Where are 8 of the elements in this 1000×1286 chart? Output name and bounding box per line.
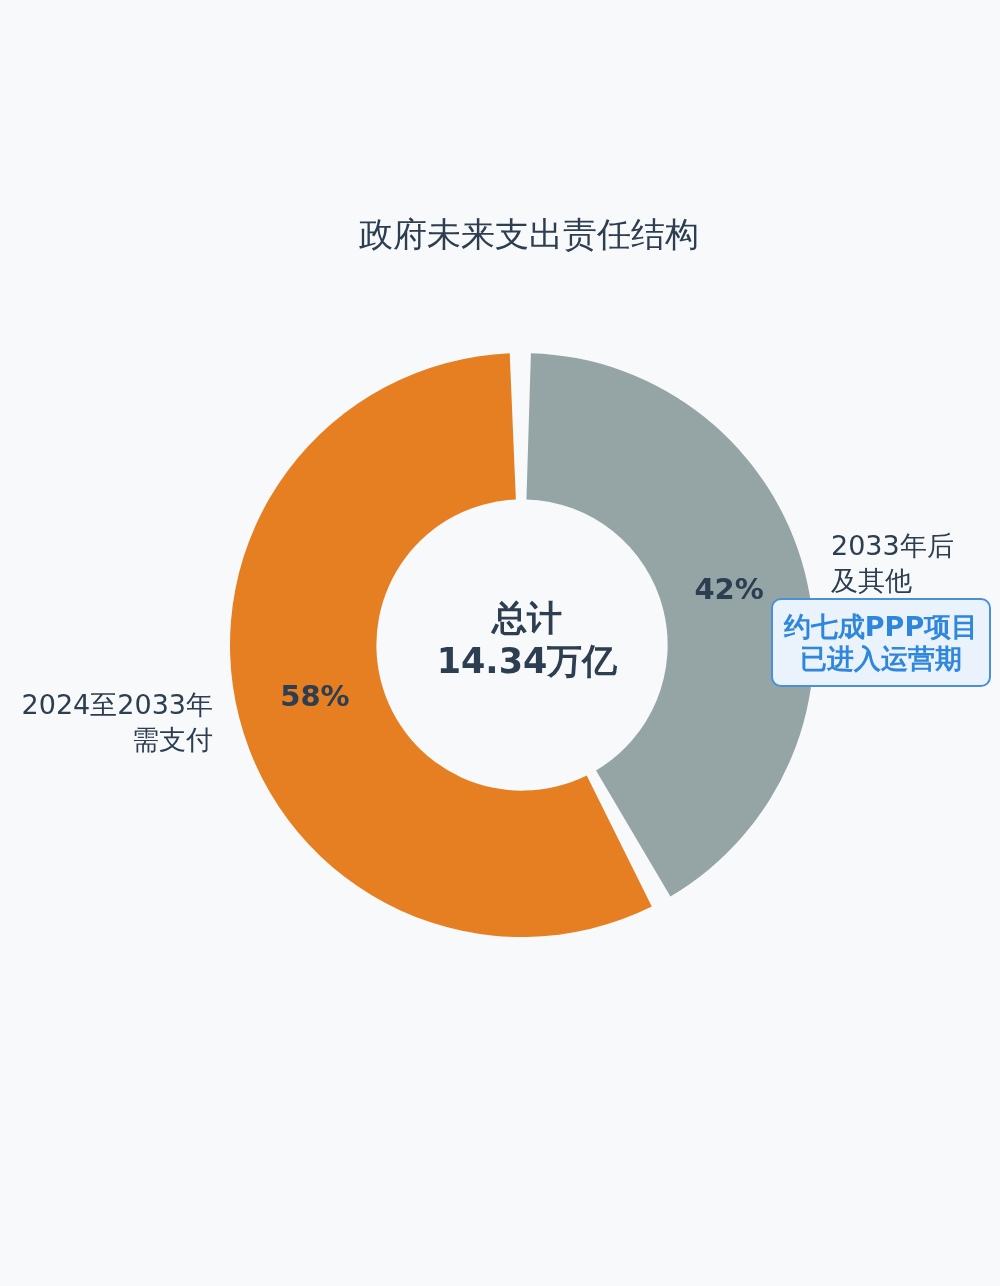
text: 14.34万亿 <box>436 640 619 681</box>
data-label: 42% <box>694 572 764 607</box>
data-label: 58% <box>280 678 350 713</box>
callout-box: 约七成PPP项目已进入运营期 <box>771 598 991 687</box>
slice-label: 2024至2033年需支付 <box>21 688 214 755</box>
text: 总计 <box>490 597 562 638</box>
slice-label: 2033年后及其他 <box>830 530 954 597</box>
chart-title: 政府未来支出责任结构 <box>359 213 699 254</box>
